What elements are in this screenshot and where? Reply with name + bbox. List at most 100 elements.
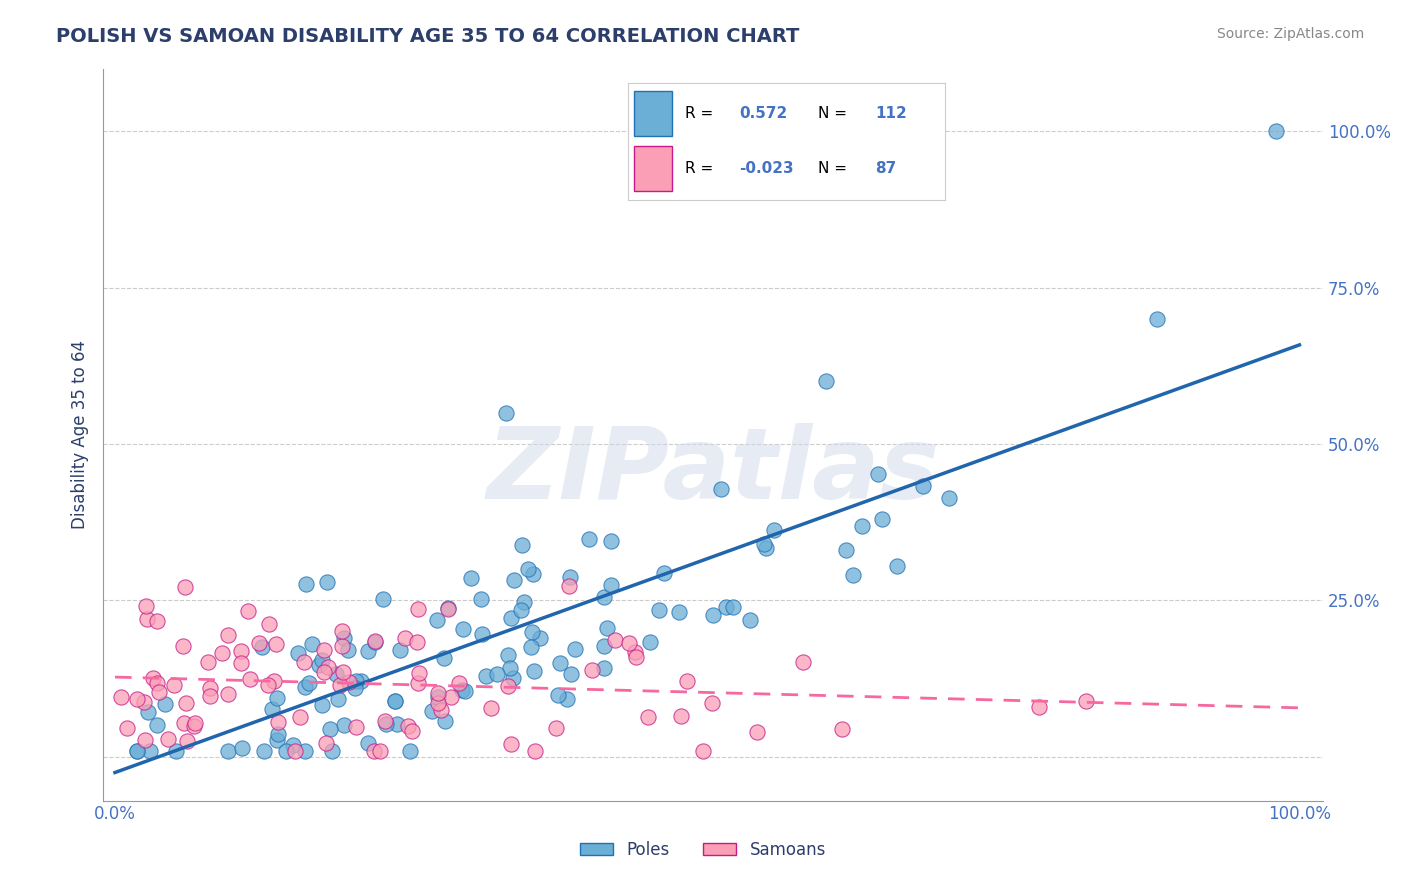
Point: [866, 467, 889, 481]
Point: [502, 671, 524, 685]
Point: [434, 714, 457, 729]
Point: [115, 721, 138, 735]
Point: [374, 714, 396, 728]
Point: [266, 726, 288, 740]
Point: [176, 734, 198, 748]
Point: [231, 657, 253, 671]
Point: [668, 605, 690, 619]
Point: [136, 612, 159, 626]
Point: [375, 716, 398, 731]
Point: [238, 604, 260, 618]
Point: [344, 681, 367, 696]
Point: [702, 608, 724, 623]
Point: [499, 661, 522, 675]
Point: [284, 743, 307, 757]
Point: [176, 696, 198, 710]
Point: [217, 687, 239, 701]
Point: [430, 703, 453, 717]
Point: [624, 649, 647, 664]
Point: [1264, 124, 1286, 138]
Point: [637, 710, 659, 724]
Point: [266, 637, 288, 651]
Point: [315, 736, 337, 750]
Point: [332, 624, 354, 638]
Point: [231, 741, 253, 756]
Point: [363, 743, 385, 757]
Point: [755, 541, 778, 555]
Point: [257, 616, 280, 631]
Point: [298, 676, 321, 690]
Point: [745, 725, 768, 739]
Point: [217, 743, 239, 757]
Point: [165, 743, 187, 757]
Point: [332, 665, 354, 679]
Point: [217, 628, 239, 642]
Y-axis label: Disability Age 35 to 64: Disability Age 35 to 64: [72, 340, 89, 529]
Text: POLISH VS SAMOAN DISABILITY AGE 35 TO 64 CORRELATION CHART: POLISH VS SAMOAN DISABILITY AGE 35 TO 64…: [56, 27, 800, 45]
Point: [721, 600, 744, 615]
Point: [260, 702, 283, 716]
Point: [316, 660, 339, 674]
Point: [450, 683, 472, 698]
Point: [502, 573, 524, 587]
Point: [125, 743, 148, 757]
Point: [328, 692, 350, 706]
Point: [134, 695, 156, 709]
Point: [294, 680, 316, 694]
Point: [426, 613, 449, 627]
Point: [578, 533, 600, 547]
Point: [519, 640, 541, 655]
Point: [558, 579, 581, 593]
Point: [437, 600, 460, 615]
Point: [135, 599, 157, 613]
Point: [396, 719, 419, 733]
Point: [183, 719, 205, 733]
Point: [295, 577, 318, 591]
Point: [510, 538, 533, 552]
Point: [599, 578, 621, 592]
Point: [363, 634, 385, 648]
Point: [330, 639, 353, 653]
Point: [239, 673, 262, 687]
Text: ZIPatlas: ZIPatlas: [486, 423, 939, 520]
Point: [851, 519, 873, 533]
Point: [125, 743, 148, 757]
Point: [406, 635, 429, 649]
Point: [136, 705, 159, 719]
Point: [145, 614, 167, 628]
Point: [560, 570, 582, 584]
Point: [312, 665, 335, 679]
Point: [433, 651, 456, 665]
Point: [638, 634, 661, 648]
Point: [198, 689, 221, 703]
Point: [311, 653, 333, 667]
Point: [495, 406, 517, 420]
Point: [292, 655, 315, 669]
Point: [333, 631, 356, 645]
Point: [564, 641, 586, 656]
Point: [263, 674, 285, 689]
Point: [440, 690, 463, 704]
Point: [163, 677, 186, 691]
Point: [157, 731, 180, 746]
Point: [325, 666, 347, 681]
Point: [648, 603, 671, 617]
Point: [357, 735, 380, 749]
Point: [496, 679, 519, 693]
Point: [524, 743, 547, 757]
Point: [499, 737, 522, 751]
Point: [547, 688, 569, 702]
Point: [329, 678, 352, 692]
Point: [350, 673, 373, 688]
Point: [266, 732, 288, 747]
Point: [357, 644, 380, 658]
Point: [337, 642, 360, 657]
Point: [387, 717, 409, 731]
Point: [912, 479, 935, 493]
Point: [496, 648, 519, 662]
Point: [153, 697, 176, 711]
Point: [229, 644, 252, 658]
Point: [253, 743, 276, 757]
Point: [560, 667, 582, 681]
Point: [426, 696, 449, 710]
